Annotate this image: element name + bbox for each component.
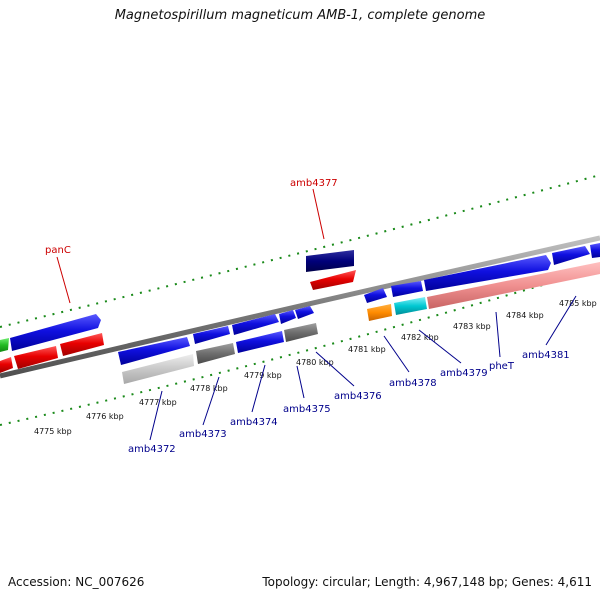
forward-strand-genes [0,243,600,365]
gene-blue [552,246,590,265]
gene-blue [279,310,296,324]
kbp-label: 4781 kbp [348,345,386,354]
kbp-label: 4775 kbp [34,427,72,436]
gene-label-panC: panC [45,245,71,256]
gene-label-amb4375: amb4375 [283,404,331,415]
gene-cyan [394,297,427,315]
gene-navy-amb4377 [306,250,354,272]
kbp-labels: 4775 kbp 4776 kbp 4777 kbp 4778 kbp 4779… [34,299,597,436]
gene-lightgray [122,354,194,384]
gene-label-amb4377: amb4377 [290,178,338,189]
kbp-label: 4777 kbp [139,398,177,407]
gene-blue [424,255,551,291]
gene-gray [284,323,318,342]
outer-tick-ruler [0,174,600,328]
gene-label-amb4373: amb4373 [179,429,227,440]
gene-orange [367,304,392,321]
gene-gray [196,343,235,364]
reverse-strand-genes [0,262,600,384]
top-gene-labels: panC amb4377 [45,178,338,304]
gene-label-amb4374: amb4374 [230,417,278,428]
kbp-label: 4784 kbp [506,311,544,320]
gene-blue [364,288,387,303]
gene-pink [427,262,600,309]
kbp-label: 4780 kbp [296,358,334,367]
gene-label-amb4381: amb4381 [522,350,570,361]
gene-blue [236,331,284,353]
kbp-label: 4778 kbp [190,384,228,393]
kbp-label: 4785 kbp [559,299,597,308]
gene-label-amb4376: amb4376 [334,391,382,402]
kbp-label: 4782 kbp [401,333,439,342]
topology-text: Topology: circular; Length: 4,967,148 bp… [262,575,592,589]
genome-title: Magnetospirillum magneticum AMB-1, compl… [114,8,486,23]
gene-red [60,333,104,356]
gene-red [14,346,58,369]
gene-label-amb4372: amb4372 [128,444,176,455]
gene-green [0,338,9,352]
gene-blue [193,326,230,344]
gene-blue [391,281,423,297]
gene-label-amb4378: amb4378 [389,378,437,389]
gene-blue [295,306,314,319]
genome-backbone [0,235,600,379]
bottom-gene-labels: amb4372 amb4373 amb4374 amb4375 amb4376 … [128,295,577,455]
kbp-label: 4776 kbp [86,412,124,421]
gene-blue [232,314,279,335]
kbp-label: 4783 kbp [453,322,491,331]
gene-label-pheT: pheT [489,361,515,372]
inner-tick-ruler [0,267,600,426]
gene-red-panC-adj [310,270,356,290]
gene-label-amb4379: amb4379 [440,368,488,379]
gene-blue [10,314,101,351]
gene-red [0,357,13,373]
gene-blue [590,243,600,258]
accession-text: Accession: NC_007626 [8,575,145,589]
gene-blue [118,337,190,365]
kbp-label: 4779 kbp [244,371,282,380]
